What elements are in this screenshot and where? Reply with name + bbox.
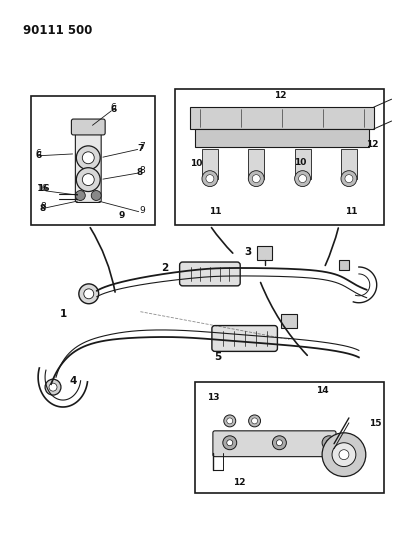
Bar xyxy=(341,149,357,179)
Text: 1: 1 xyxy=(59,309,66,319)
Circle shape xyxy=(76,146,100,169)
Circle shape xyxy=(49,383,57,391)
Text: 13: 13 xyxy=(207,393,219,401)
Text: 6: 6 xyxy=(111,103,116,111)
Text: 7: 7 xyxy=(137,144,143,154)
FancyBboxPatch shape xyxy=(212,326,277,351)
Text: 8: 8 xyxy=(40,204,46,213)
Circle shape xyxy=(322,436,336,450)
Text: 6: 6 xyxy=(35,151,41,160)
FancyBboxPatch shape xyxy=(190,107,374,129)
Text: 14: 14 xyxy=(316,385,329,394)
Circle shape xyxy=(249,415,261,427)
Text: 8: 8 xyxy=(40,202,46,211)
FancyBboxPatch shape xyxy=(180,262,240,286)
Text: 3: 3 xyxy=(244,247,251,257)
Circle shape xyxy=(332,443,356,466)
Circle shape xyxy=(79,284,99,304)
Text: 10: 10 xyxy=(294,158,307,167)
Bar xyxy=(175,89,384,225)
Bar xyxy=(339,260,349,270)
Circle shape xyxy=(339,450,349,459)
Circle shape xyxy=(252,418,257,424)
Bar xyxy=(31,96,155,225)
Circle shape xyxy=(252,175,260,183)
FancyBboxPatch shape xyxy=(213,431,336,457)
Circle shape xyxy=(227,440,233,446)
Text: 9: 9 xyxy=(140,206,145,215)
Text: 2: 2 xyxy=(162,263,169,273)
Text: 16: 16 xyxy=(37,184,49,193)
Text: 8: 8 xyxy=(140,166,145,175)
Text: 11: 11 xyxy=(345,207,357,216)
Text: 4: 4 xyxy=(69,376,77,386)
Text: 5: 5 xyxy=(214,352,222,362)
Bar xyxy=(195,382,384,494)
Bar xyxy=(202,149,218,179)
Circle shape xyxy=(45,379,61,395)
Text: 15: 15 xyxy=(369,419,382,429)
Text: 12: 12 xyxy=(233,478,246,487)
Circle shape xyxy=(75,190,85,200)
FancyBboxPatch shape xyxy=(195,129,369,147)
Circle shape xyxy=(91,190,101,200)
Circle shape xyxy=(76,168,100,191)
Text: 16: 16 xyxy=(37,184,50,193)
Circle shape xyxy=(223,436,237,450)
Text: 8: 8 xyxy=(136,168,143,177)
Circle shape xyxy=(295,171,310,187)
Circle shape xyxy=(276,440,283,446)
Bar xyxy=(257,246,272,260)
FancyBboxPatch shape xyxy=(72,119,105,135)
Text: 9: 9 xyxy=(118,211,125,220)
Circle shape xyxy=(84,289,94,299)
Circle shape xyxy=(272,436,286,450)
Bar xyxy=(281,313,297,328)
Circle shape xyxy=(299,175,307,183)
Text: 90111 500: 90111 500 xyxy=(23,24,93,37)
Text: 6: 6 xyxy=(110,104,117,114)
Circle shape xyxy=(206,175,214,183)
Circle shape xyxy=(227,418,233,424)
Circle shape xyxy=(341,171,357,187)
Bar xyxy=(248,149,264,179)
Circle shape xyxy=(82,152,94,164)
Circle shape xyxy=(345,175,353,183)
Circle shape xyxy=(82,174,94,185)
Text: 12: 12 xyxy=(367,140,379,149)
Text: 6: 6 xyxy=(35,149,41,158)
Circle shape xyxy=(326,440,332,446)
Circle shape xyxy=(202,171,218,187)
Text: 10: 10 xyxy=(190,159,202,168)
Text: 11: 11 xyxy=(209,207,221,216)
Text: 12: 12 xyxy=(274,91,286,100)
Circle shape xyxy=(248,171,264,187)
Bar xyxy=(295,149,310,179)
Circle shape xyxy=(322,433,366,477)
Circle shape xyxy=(224,415,236,427)
Text: 7: 7 xyxy=(140,142,145,151)
FancyBboxPatch shape xyxy=(75,129,101,203)
